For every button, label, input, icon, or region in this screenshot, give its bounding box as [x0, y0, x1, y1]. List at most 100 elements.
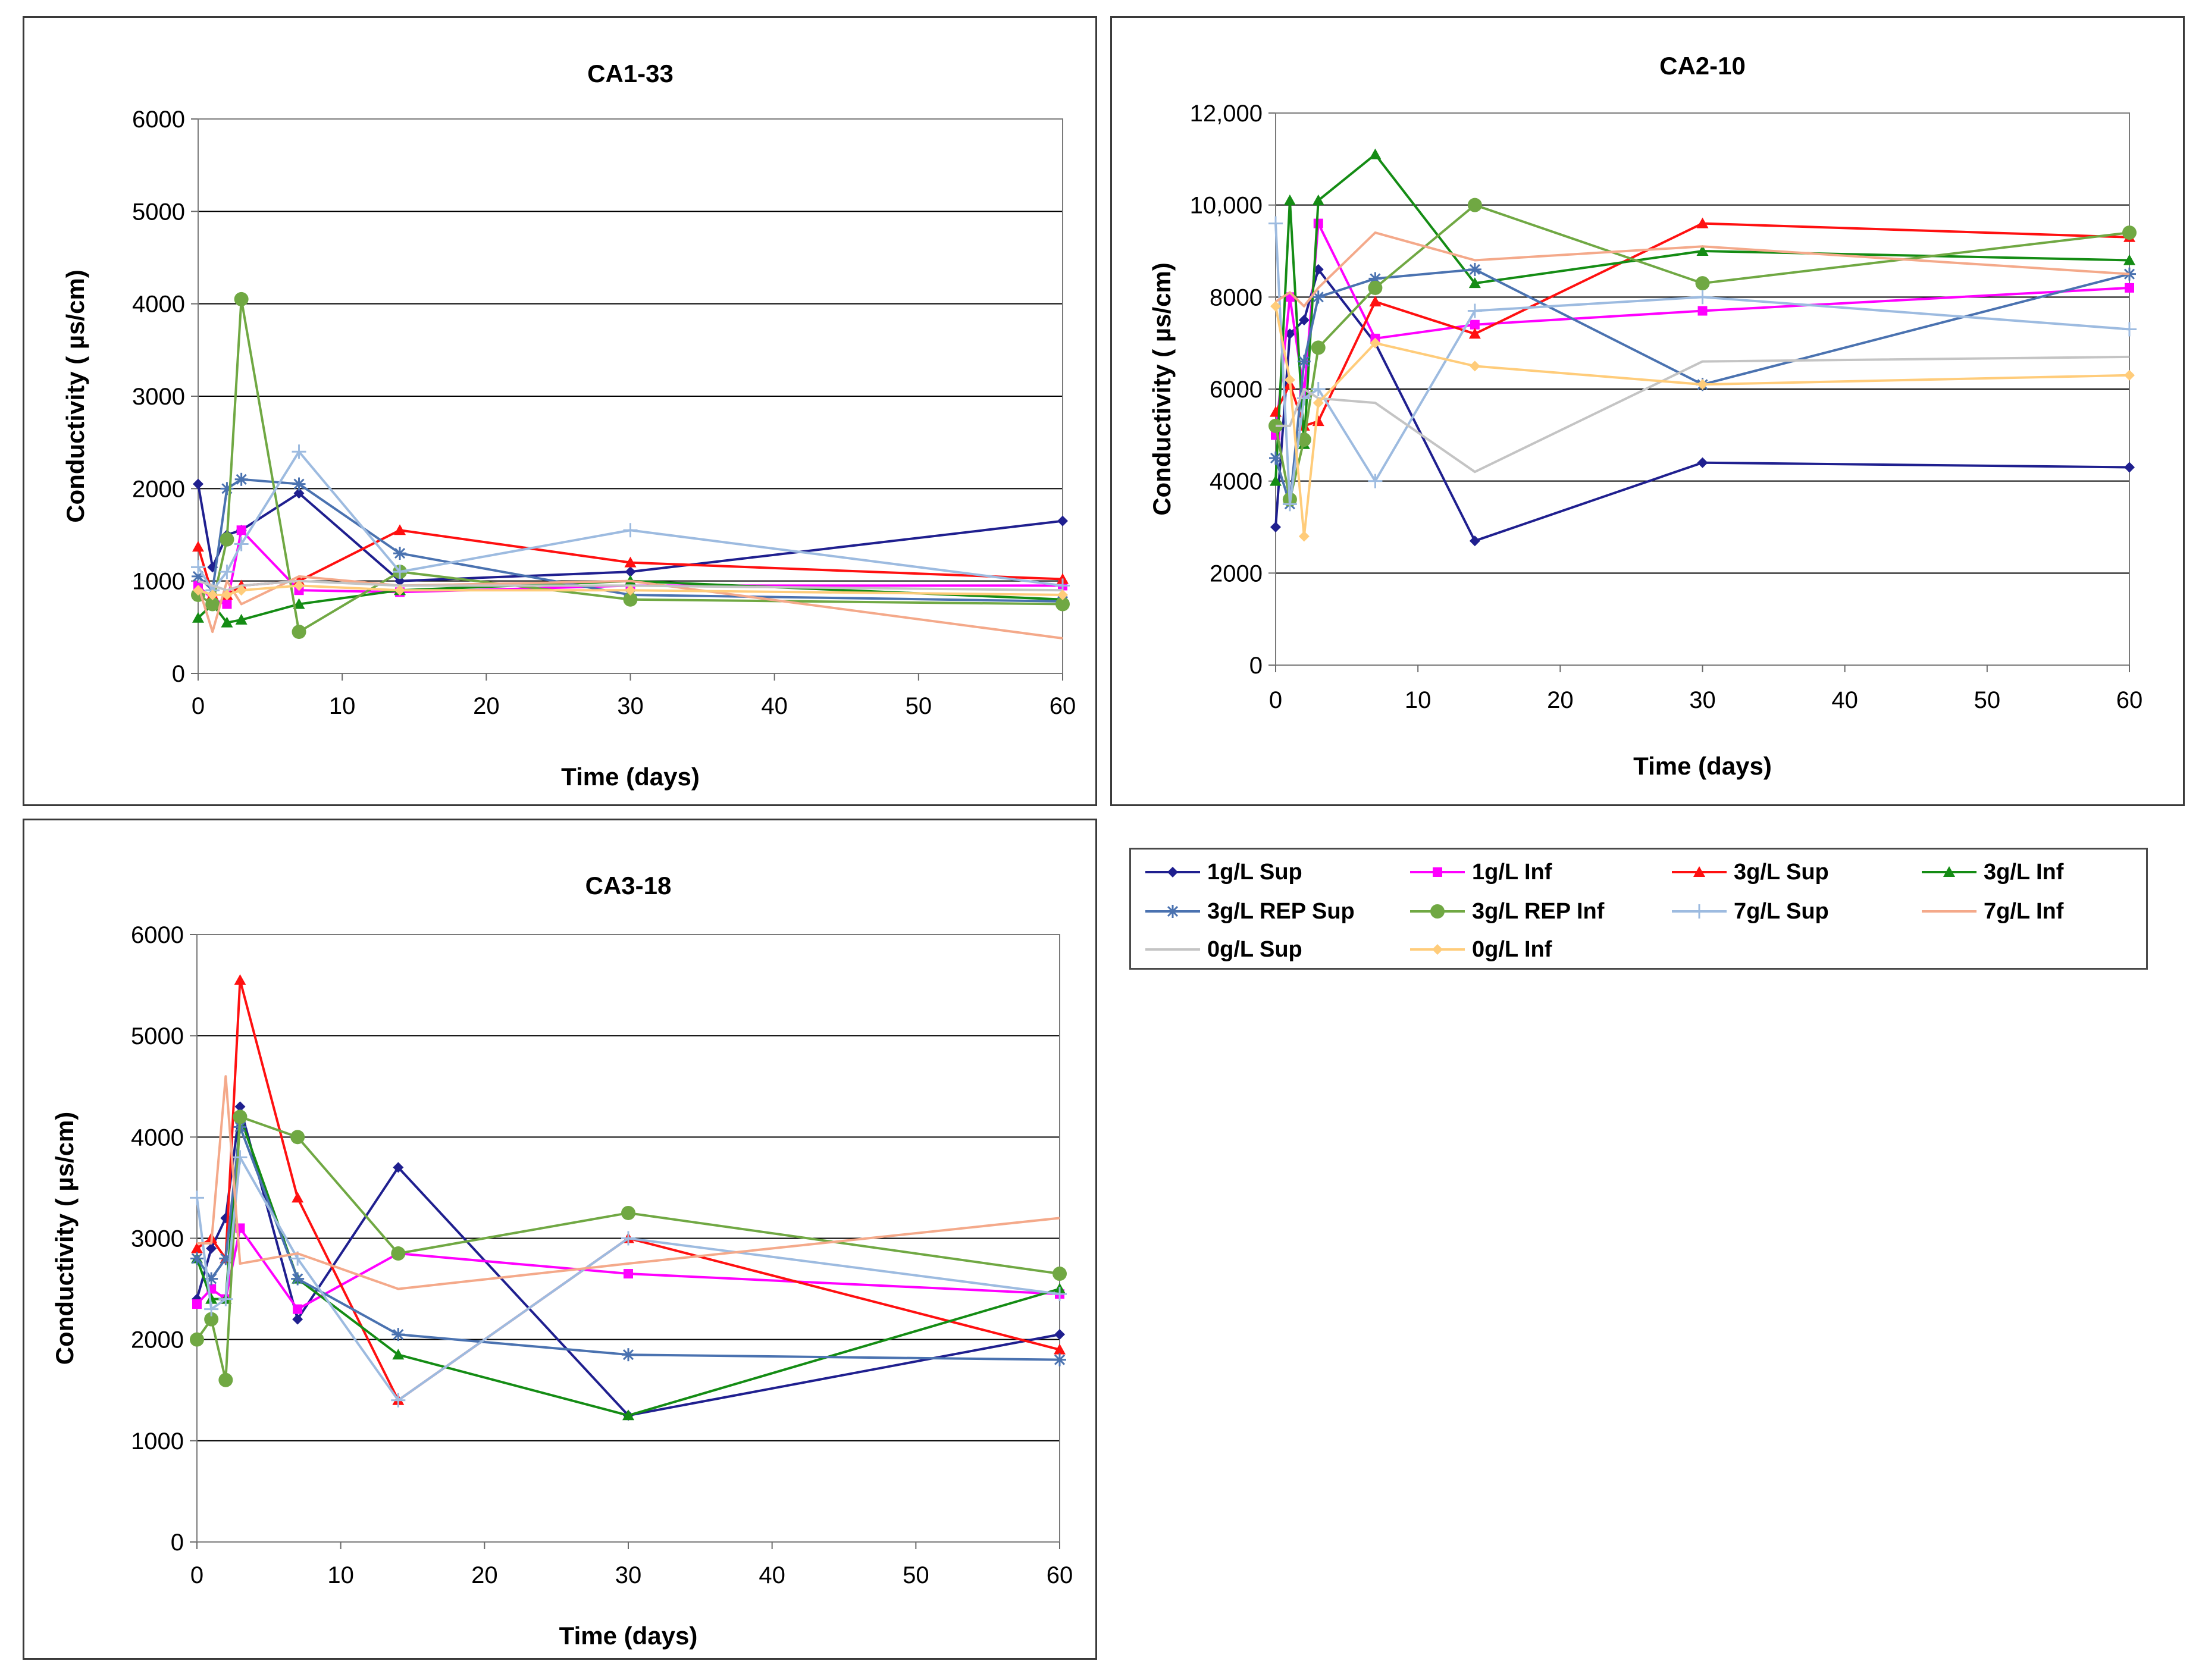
data-point — [193, 478, 203, 490]
legend-item: 0g/L Inf — [1408, 932, 1552, 967]
data-point — [391, 1328, 405, 1342]
chart-ca1-33: CA1-33 0 1000 2000 3000 4000 5000 6000 0 10 20 30 40… — [61, 59, 1076, 791]
y-tick-label: 0 — [172, 661, 185, 687]
data-point — [1469, 535, 1480, 547]
data-point — [293, 598, 305, 609]
legend-marker — [1432, 944, 1443, 955]
x-tick-label: 20 — [471, 1562, 498, 1588]
data-point — [1269, 452, 1282, 465]
y-tick-label: 2000 — [1210, 560, 1263, 587]
data-point — [1369, 148, 1382, 159]
chart-title: CA1-33 — [587, 59, 674, 87]
series-line — [1274, 222, 2130, 435]
data-point — [1270, 300, 1281, 312]
series-1g-l-sup — [1270, 264, 2135, 547]
legend-swatch — [1922, 910, 1977, 913]
data-point — [1470, 319, 1480, 330]
data-point — [391, 1246, 406, 1261]
data-point — [1270, 475, 1282, 486]
data-point — [236, 525, 246, 535]
data-point — [1297, 355, 1311, 368]
x-tick-label: 20 — [473, 693, 500, 719]
x-tick-label: 60 — [1050, 693, 1076, 719]
data-point — [218, 1292, 233, 1306]
legend-marker — [1943, 866, 1955, 877]
y-tick-label: 2000 — [131, 1327, 184, 1353]
series-line — [197, 478, 1063, 603]
y-tick-label: 6000 — [132, 106, 185, 133]
legend-swatch — [1145, 948, 1200, 951]
data-point — [192, 541, 204, 552]
data-point — [1468, 277, 1481, 289]
legend-swatch — [1922, 866, 1977, 877]
data-point — [205, 1293, 218, 1304]
legend-swatch — [1410, 944, 1465, 955]
y-tick-label: 0 — [171, 1529, 184, 1556]
legend-label: 3g/L Sup — [1734, 859, 1829, 885]
data-point — [220, 565, 234, 579]
data-point — [1369, 296, 1382, 307]
data-point — [2122, 225, 2137, 240]
data-point — [220, 482, 234, 496]
data-point — [1057, 515, 1068, 526]
data-point — [293, 580, 305, 591]
data-point — [625, 566, 636, 578]
x-tick-label: 10 — [329, 693, 356, 719]
chart-title: CA3-18 — [585, 872, 672, 899]
data-point — [1298, 531, 1310, 542]
x-tick-label: 60 — [2116, 687, 2143, 713]
series-7g-l-inf — [197, 575, 1063, 640]
series-0g-l-inf — [1270, 300, 2135, 542]
series-line — [1276, 355, 2130, 474]
y-tick-label: 4000 — [1210, 469, 1263, 495]
data-point — [190, 1252, 203, 1265]
series-line — [1274, 222, 2130, 427]
data-point — [192, 1299, 202, 1309]
x-axis-label: Time (days) — [561, 763, 700, 791]
series-line — [1274, 306, 2130, 538]
data-point — [234, 537, 249, 551]
data-point — [624, 1269, 633, 1279]
data-point — [391, 1393, 406, 1408]
data-point — [1284, 374, 1295, 385]
data-point — [293, 488, 305, 499]
data-point — [1469, 361, 1480, 372]
data-point — [234, 472, 248, 486]
legend-label: 3g/L REP Sup — [1207, 898, 1355, 924]
data-point — [2124, 462, 2135, 473]
series-line — [1274, 153, 2130, 481]
legend-marker — [1433, 867, 1442, 877]
y-tick-label: 8000 — [1210, 284, 1263, 311]
data-point — [292, 1314, 303, 1325]
data-point — [621, 1231, 635, 1246]
data-point — [234, 974, 246, 985]
data-point — [625, 585, 636, 596]
data-point — [207, 589, 218, 600]
data-point — [235, 613, 248, 625]
data-point — [1054, 1329, 1065, 1340]
data-point — [191, 560, 205, 575]
legend-item: 3g/L Inf — [1919, 854, 2063, 890]
legend-label: 7g/L Sup — [1734, 898, 1829, 924]
series-3g-l-inf — [1270, 148, 2135, 486]
data-point — [1695, 290, 1710, 305]
series-7g-l-sup — [190, 1150, 1067, 1408]
legend-item: 3g/L REP Inf — [1408, 894, 1604, 929]
chart-title: CA2-10 — [1659, 52, 1746, 80]
data-point — [292, 625, 306, 640]
series-line — [1274, 223, 2130, 506]
data-point — [291, 1272, 305, 1286]
data-point — [234, 1101, 246, 1112]
data-point — [2124, 369, 2135, 381]
data-point — [191, 1242, 203, 1253]
data-point — [236, 585, 247, 596]
series-3g-l-inf — [191, 1111, 1066, 1421]
legend-marker — [1430, 904, 1445, 919]
data-point — [205, 597, 220, 612]
y-tick-label: 2000 — [132, 476, 185, 502]
x-tick-label: 40 — [759, 1562, 785, 1588]
data-point — [292, 444, 306, 459]
x-tick-label: 0 — [1269, 687, 1282, 713]
data-point — [293, 1304, 303, 1314]
data-point — [393, 1162, 404, 1173]
